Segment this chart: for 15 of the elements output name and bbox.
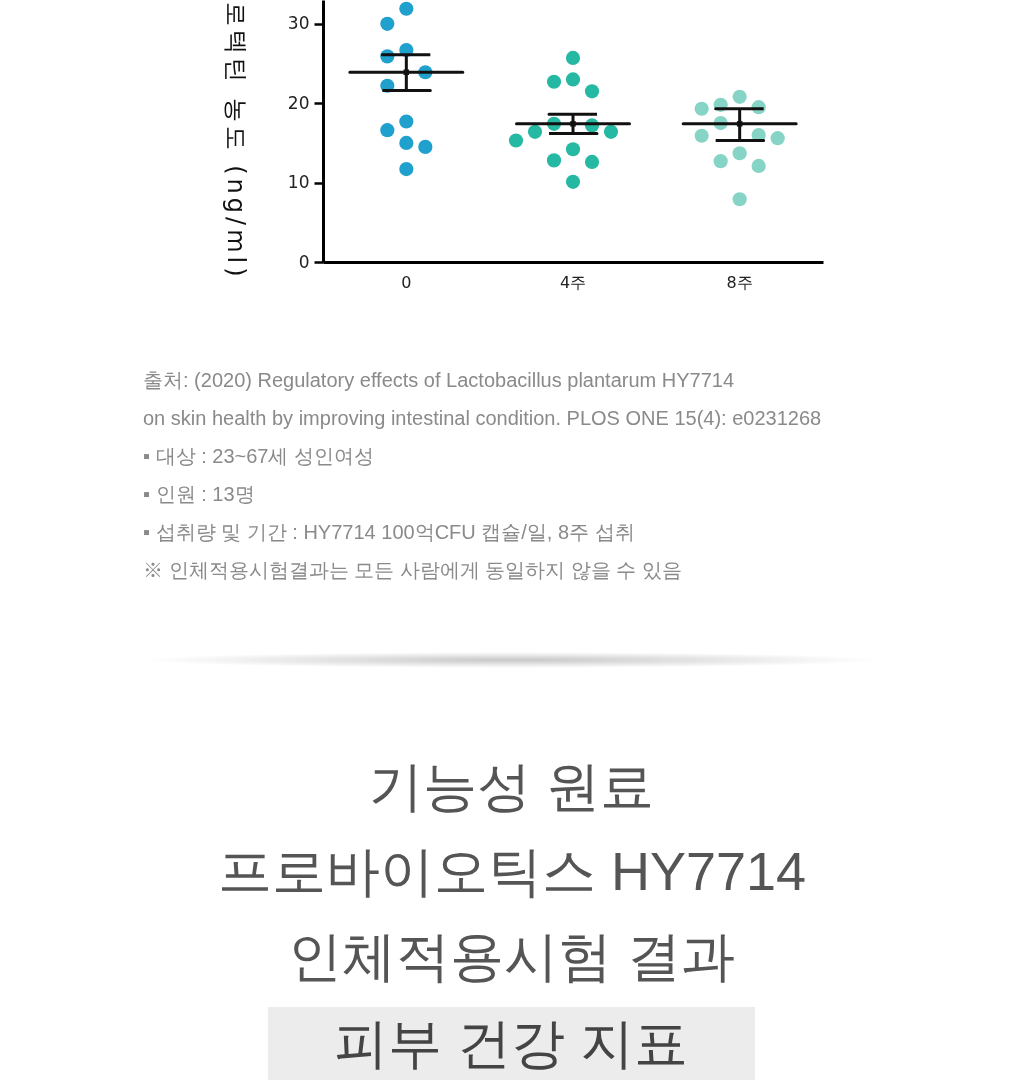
y-tick-label: 10 [287,172,310,193]
text: 피부 건강 지표 [268,1007,755,1080]
x-tick-label: 0 [401,272,412,292]
x-tick-label: 4주 [559,272,587,292]
source-note: 출처: (2020) Regulatory effects of Lactobacillus plantarum HY7714 on skin health by improving intestinal condition. PLOS ONE 15(4): e0231268 [143,368,822,431]
text: ▪ 대상 : 23~67세 성인여성 [143,444,376,469]
y-tick-label: 20 [287,92,310,113]
text: ※ 인체적용시험결과는 모든 사람에게 동일하지 않을 수 있음 [143,558,683,583]
x-tick-label: 8주 [726,272,753,292]
y-tick-label: 30 [287,13,310,34]
y-axis-title: 로텍틴 농도 (ng/ml) [221,2,251,281]
y-tick-label: 0 [298,251,310,272]
text: ▪ 섭취량 및 기간 : HY7714 100억CFU 캡슐/일, 8주 섭취 [143,520,636,545]
text: 기능성 원료 프로바이오틱스 HY7714 인체적용시험 결과 [216,755,808,988]
text: ▪ 인원 : 13명 [143,482,256,507]
